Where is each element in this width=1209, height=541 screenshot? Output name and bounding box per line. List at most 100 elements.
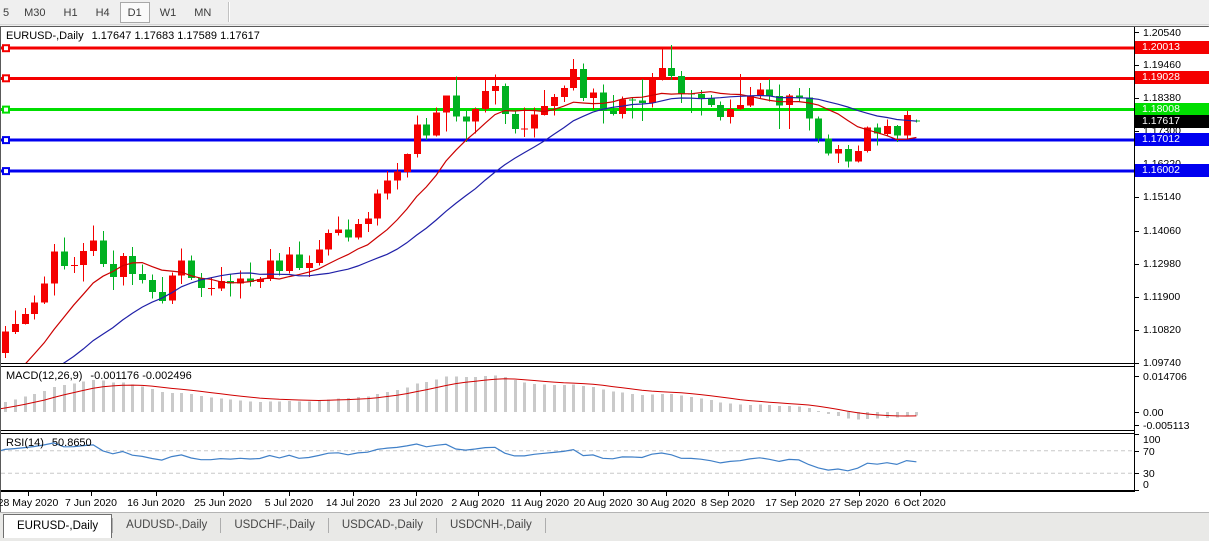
date-axis-label: 23 Jul 2020 xyxy=(388,497,444,509)
chart-tab-usdchf[interactable]: USDCHF-,Daily xyxy=(234,519,315,531)
rsi-pane[interactable]: RSI(14) 50.8650 xyxy=(1,434,1134,490)
candle-body xyxy=(394,171,401,181)
macd-histogram-bar xyxy=(886,412,889,418)
macd-histogram-bar xyxy=(612,391,615,412)
timeframe-button-5[interactable]: 5 xyxy=(3,6,10,19)
macd-histogram-bar xyxy=(269,401,272,412)
candle-body xyxy=(639,100,646,103)
macd-axis-label: 0.00 xyxy=(1143,407,1164,419)
date-axis-label: 20 Aug 2020 xyxy=(573,497,633,509)
candle-body xyxy=(747,96,754,106)
candle-body xyxy=(41,283,48,303)
hline-anchor-marker[interactable] xyxy=(2,44,10,53)
rsi-axis-tick xyxy=(1135,434,1139,435)
price-level-badge: 1.20013 xyxy=(1135,41,1209,54)
candle-body xyxy=(708,98,715,106)
timeframe-button-m30[interactable]: M30 xyxy=(24,6,46,19)
date-axis-label: 30 Aug 2020 xyxy=(636,497,696,509)
price-axis[interactable]: 1.205401.194601.183801.173001.162201.151… xyxy=(1135,27,1209,492)
price-axis-tick xyxy=(1135,65,1139,66)
candle-body xyxy=(335,229,342,234)
macd-histogram-bar xyxy=(700,398,703,412)
macd-histogram-bar xyxy=(474,376,477,412)
macd-histogram-bar xyxy=(749,404,752,412)
date-axis-tick xyxy=(353,492,354,496)
candle-body xyxy=(100,240,107,264)
chart-tab-eurusd[interactable]: EURUSD-,Daily xyxy=(3,514,113,538)
hline-anchor-marker[interactable] xyxy=(2,105,10,114)
macd-histogram-bar xyxy=(759,404,762,412)
candle-body xyxy=(355,223,362,238)
rsi-name-label: RSI(14) xyxy=(6,437,44,449)
rsi-axis-tick xyxy=(1135,451,1139,452)
pane-separator[interactable] xyxy=(1,430,1209,434)
macd-axis-tick xyxy=(1135,376,1139,377)
hline-anchor-marker[interactable] xyxy=(2,167,10,176)
candle-body xyxy=(120,256,127,278)
date-axis[interactable]: 28 May 2020 7 Jun 2020 16 Jun 2020 25 Jun 2… xyxy=(0,492,1209,513)
candle-body xyxy=(874,127,881,134)
candle-body xyxy=(463,116,470,122)
timeframe-button-h1[interactable]: H1 xyxy=(63,6,78,19)
chart-tab-audusd[interactable]: AUDUSD-,Daily xyxy=(126,519,208,531)
rsi-label: RSI(14) 50.8650 xyxy=(6,437,92,449)
candle-body xyxy=(659,68,666,79)
hline-anchor-marker[interactable] xyxy=(2,74,10,83)
macd-histogram-bar xyxy=(53,386,56,412)
tab-divider xyxy=(544,518,546,533)
timeframe-button-d1[interactable]: D1 xyxy=(119,1,150,23)
price-axis-label: 1.14060 xyxy=(1143,225,1181,237)
macd-histogram-bar xyxy=(661,393,664,412)
timeframe-button-mn[interactable]: MN xyxy=(194,6,212,19)
price-axis-label: 1.15140 xyxy=(1143,191,1181,203)
macd-histogram-bar xyxy=(798,406,801,412)
candle-body xyxy=(629,99,636,101)
macd-histogram-bar xyxy=(631,393,634,412)
candle-body xyxy=(551,97,558,106)
date-axis-tick xyxy=(540,492,541,496)
macd-histogram-bar xyxy=(543,384,546,412)
candle-body xyxy=(71,264,78,267)
chart-title: EURUSD-,Daily 1.17647 1.17683 1.17589 1.1… xyxy=(6,30,260,42)
candle-body xyxy=(727,108,734,117)
macd-histogram-bar xyxy=(200,396,203,412)
macd-histogram-bar xyxy=(896,412,899,418)
candle-body xyxy=(325,233,332,250)
ma-slow-line[interactable] xyxy=(1,94,917,364)
horizontal-line-1.16002[interactable] xyxy=(1,169,1134,173)
timeframe-button-h4[interactable]: H4 xyxy=(95,6,110,19)
macd-histogram-bar xyxy=(465,376,468,412)
price-pane[interactable]: EURUSD-,Daily 1.17647 1.17683 1.17589 1.1… xyxy=(1,27,1134,363)
macd-pane[interactable]: MACD(12,26,9) -0.001176 -0.002496 xyxy=(1,367,1134,430)
rsi-chart-svg xyxy=(1,442,1134,474)
price-level-badge: 1.16002 xyxy=(1135,164,1209,177)
horizontal-line-1.20013[interactable] xyxy=(1,46,1134,50)
timeframe-button-w1[interactable]: W1 xyxy=(159,6,177,19)
date-axis-label: 2 Aug 2020 xyxy=(451,497,505,509)
candle-body xyxy=(139,274,146,281)
chart-tab-usdcad[interactable]: USDCAD-,Daily xyxy=(341,519,423,531)
date-axis-tick xyxy=(920,492,921,496)
chart-window: EURUSD-,Daily 1.17647 1.17683 1.17589 1.1… xyxy=(0,26,1209,513)
date-axis-label: 6 Oct 2020 xyxy=(894,497,946,509)
macd-histogram-bar xyxy=(131,384,134,412)
price-axis-label: 1.18380 xyxy=(1143,92,1181,104)
price-axis-tick xyxy=(1135,297,1139,298)
price-axis-border xyxy=(1134,27,1135,492)
candle-body xyxy=(51,251,58,284)
macd-histogram-bar xyxy=(455,376,458,412)
macd-histogram-bar xyxy=(768,405,771,412)
macd-histogram-bar xyxy=(651,394,654,412)
horizontal-line-1.17012[interactable] xyxy=(1,138,1134,142)
chart-tab-usdcnh[interactable]: USDCNH-,Daily xyxy=(449,519,532,531)
macd-histogram-bar xyxy=(259,401,262,412)
hline-anchor-marker[interactable] xyxy=(2,136,10,145)
ma-fast-line[interactable] xyxy=(1,91,917,363)
horizontal-line-1.19028[interactable] xyxy=(1,76,1134,80)
horizontal-line-1.18008[interactable] xyxy=(1,108,1134,112)
date-axis-label: 8 Sep 2020 xyxy=(701,497,755,509)
candle-body xyxy=(884,125,891,134)
date-axis-tick xyxy=(728,492,729,496)
pane-separator[interactable] xyxy=(1,363,1209,367)
macd-histogram-bar xyxy=(680,395,683,412)
